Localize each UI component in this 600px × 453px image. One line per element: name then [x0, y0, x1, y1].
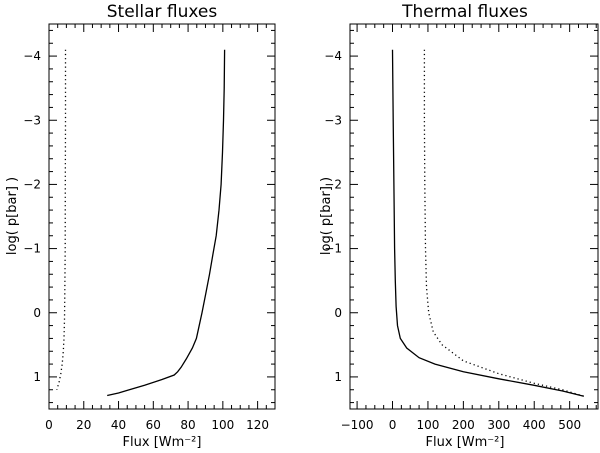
axis-ticks: −100 0 100 200 300 400 500 1 0 −1 −2 −3 −4: [324, 24, 598, 432]
stellar-fluxes-panel: Stellar fluxes Flux [Wm⁻²] log( p[bar] )…: [5, 2, 276, 450]
x-tick-label: 100: [211, 418, 234, 432]
x-tick-label: 0: [45, 418, 53, 432]
y-tick-label: −3: [324, 113, 342, 127]
x-axis-label: Flux [Wm⁻²]: [123, 435, 202, 450]
x-tick-label: 60: [146, 418, 161, 432]
y-tick-label: 0: [33, 306, 41, 320]
y-tick-label: 0: [334, 306, 342, 320]
x-tick-label: 200: [452, 418, 475, 432]
x-tick-label: 40: [111, 418, 126, 432]
y-tick-label: −1: [23, 242, 41, 256]
x-tick-label: 0: [389, 418, 397, 432]
series-group: [391, 49, 584, 397]
y-tick-label: 1: [33, 370, 41, 384]
panel-title: Thermal fluxes: [401, 2, 528, 22]
axis-ticks: 0 20 40 60 80 100 120 1 0 −1 −2 −3 −4: [23, 24, 276, 432]
y-tick-label: −4: [324, 49, 342, 63]
y-tick-label: −4: [23, 49, 41, 63]
series-group: [56, 49, 226, 397]
y-tick-label: −2: [324, 177, 342, 191]
panel-title: Stellar fluxes: [107, 2, 218, 22]
x-tick-label: 80: [180, 418, 195, 432]
x-tick-label: 500: [558, 418, 581, 432]
y-tick-label: −3: [23, 113, 41, 127]
y-tick-label: −1: [324, 242, 342, 256]
y-axis-label: log( p[bar] ): [319, 177, 334, 255]
plot-frame: [48, 23, 276, 410]
y-axis-label: log( p[bar] ): [5, 177, 20, 255]
dotted-series-line: [423, 49, 584, 397]
x-tick-label: 300: [487, 418, 510, 432]
solid-series-line: [107, 49, 226, 397]
dotted-series-line: [56, 49, 67, 390]
x-tick-label: 120: [246, 418, 269, 432]
x-tick-label: 20: [76, 418, 91, 432]
x-tick-label: −100: [341, 418, 374, 432]
x-tick-label: 100: [416, 418, 439, 432]
y-tick-label: −2: [23, 177, 41, 191]
x-tick-label: 400: [523, 418, 546, 432]
plot-frame: [349, 23, 599, 410]
y-tick-label: 1: [334, 370, 342, 384]
thermal-fluxes-panel: Thermal fluxes Flux [Wm⁻²] log( p[bar] )…: [319, 2, 599, 450]
x-axis-label: Flux [Wm⁻²]: [426, 435, 505, 450]
solid-series-line: [391, 49, 584, 397]
